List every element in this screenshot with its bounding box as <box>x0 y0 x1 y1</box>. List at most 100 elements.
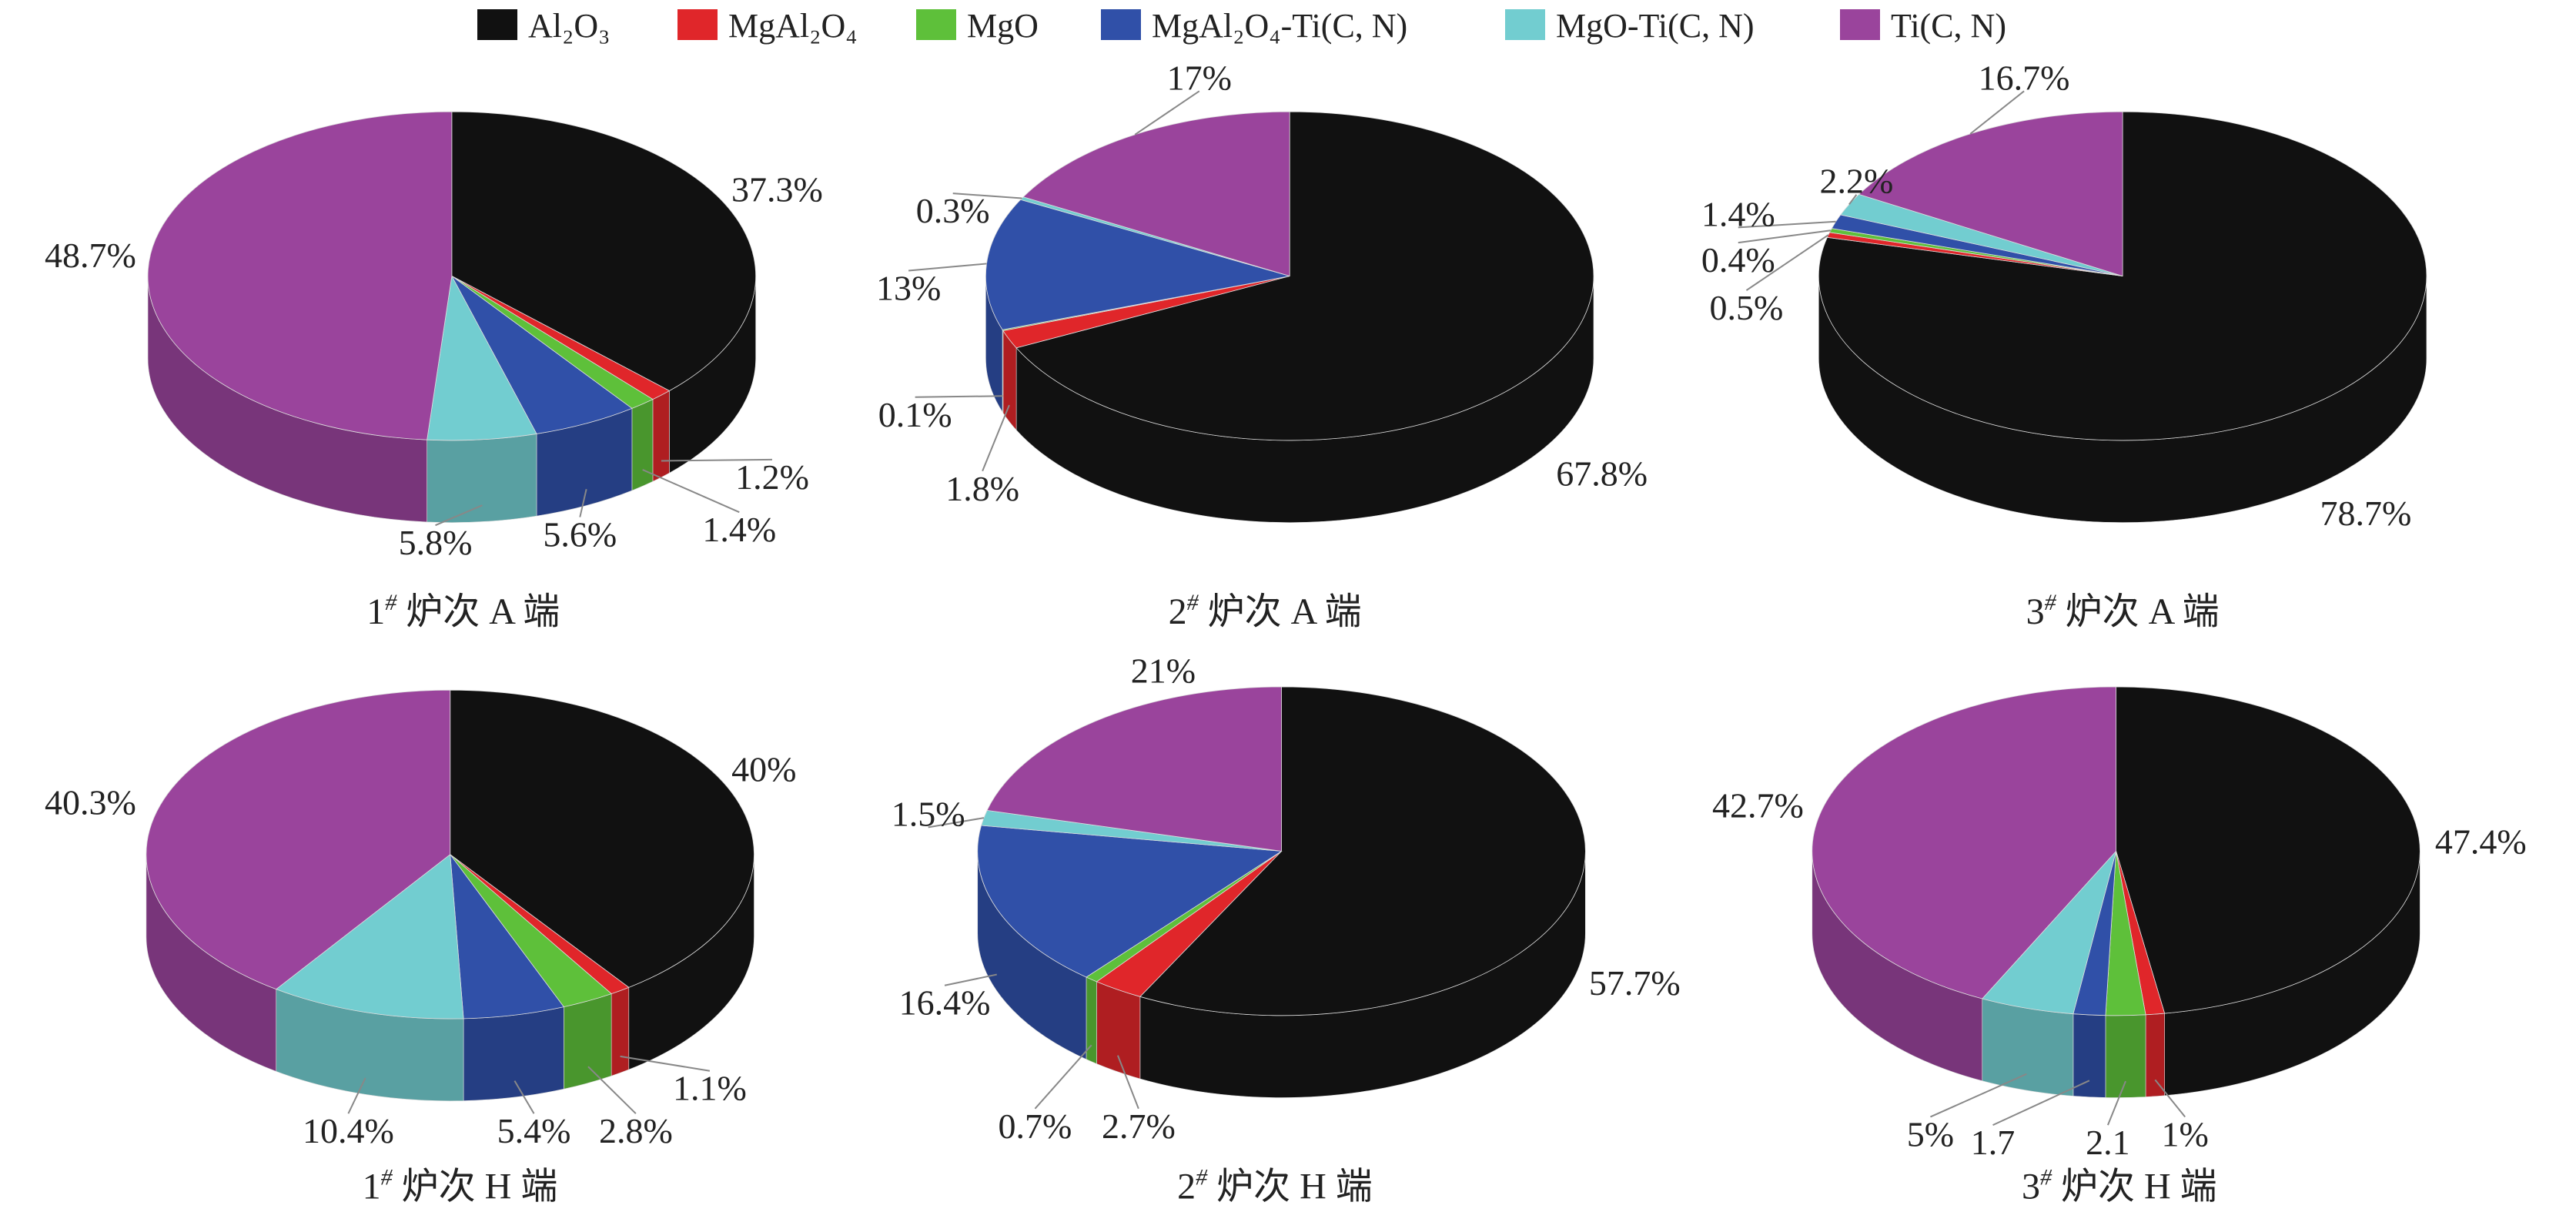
pie-slice <box>1022 111 1290 277</box>
data-label: 17% <box>1167 58 1232 97</box>
pie-slice-side <box>1982 998 2074 1096</box>
legend-label: Ti(C, N) <box>1891 7 2006 45</box>
pie-slice <box>1812 686 2116 999</box>
data-label: 42.7% <box>1712 786 1804 825</box>
pie-chart-3: 78.7% 0.5% 0.4% 1.4% 2.2% 16.7% 3# 炉次 A 端 <box>1701 58 2427 632</box>
leader-line <box>587 1066 637 1114</box>
pie-slice-side <box>611 986 630 1076</box>
pie-chart-4: 40% 1.1%2.8% 5.4% 10.4% 40.3% 1# 炉次 H 端 <box>45 689 796 1207</box>
leader-line <box>435 504 483 527</box>
legend-label: Al₂O₃ <box>528 7 610 45</box>
chart-title: 3# 炉次 H 端 <box>2022 1165 2217 1207</box>
leader-line <box>1930 1073 2027 1118</box>
pie-slice <box>450 689 754 988</box>
leader-line <box>1738 229 1832 244</box>
pie-slice <box>450 853 565 1019</box>
pie-slice <box>451 111 756 391</box>
pie-slice <box>986 686 1282 852</box>
chart-title: 2# 炉次 H 端 <box>1177 1165 1373 1207</box>
pie-slice <box>1015 111 1594 441</box>
data-label: 40% <box>731 750 796 789</box>
leader-line <box>620 1055 711 1072</box>
legend-swatch <box>1505 9 1545 40</box>
leader-line <box>1134 90 1200 136</box>
leader-line <box>347 1077 366 1114</box>
legend-swatch <box>677 9 718 40</box>
legend-swatch <box>477 9 517 40</box>
leader-line <box>982 404 1010 472</box>
legend-label: MgO <box>967 7 1039 45</box>
data-label: 5.8% <box>399 523 473 562</box>
chart-title: 1# 炉次 H 端 <box>363 1165 558 1207</box>
legend-swatch <box>1101 9 1141 40</box>
pie-slice <box>977 825 1283 978</box>
chart-title: 1# 炉次 A 端 <box>366 590 560 632</box>
data-label: 13% <box>876 268 941 307</box>
data-label: 5.4% <box>497 1111 571 1150</box>
data-label: 67.8% <box>1556 454 1648 494</box>
leader-line <box>1969 90 2025 135</box>
leader-line <box>928 817 985 829</box>
pie-slice-side <box>1096 981 1141 1080</box>
pie-slice <box>985 199 1290 330</box>
pie-slice-side <box>463 1006 564 1101</box>
pie-slice <box>2116 686 2420 1014</box>
data-label: 1.4% <box>702 510 776 549</box>
data-label: 1.7 <box>1971 1123 2016 1162</box>
pie-slice <box>147 111 453 440</box>
data-label: 47.4% <box>2435 822 2527 862</box>
pie-chart-2: 67.8% 1.8% 0.1% 13% 0.3% 17% 2# 炉次 A 端 <box>876 58 1648 632</box>
leader-line <box>1992 1080 2090 1127</box>
data-label: 0.1% <box>878 395 952 434</box>
leader-line <box>908 263 987 272</box>
data-label: 5.6% <box>543 515 617 554</box>
legend-item: MgAl₂O₄-Ti(C, N) <box>1101 7 1407 45</box>
legend-item: MgO-Ti(C, N) <box>1505 7 1755 45</box>
leader-line <box>1745 234 1829 291</box>
data-label: 2.1 <box>2086 1123 2130 1162</box>
chart-title: 3# 炉次 A 端 <box>2026 590 2220 632</box>
leader-line <box>952 193 1022 199</box>
legend-label: MgAl₂O₄-Ti(C, N) <box>1152 7 1407 45</box>
charts: 37.3% 1.2% 1.4% 5.6% 5.8% 48.7% 1# 炉次 A 端 67.8%… <box>45 58 2527 1207</box>
data-label: 10.4% <box>303 1111 394 1150</box>
data-label: 1.8% <box>945 469 1019 508</box>
pie-slice <box>1139 686 1586 1016</box>
pie-slice-side <box>2105 1014 2146 1098</box>
data-label: 5% <box>1907 1114 1954 1153</box>
pie-slice-side <box>652 390 670 482</box>
legend-item: Ti(C, N) <box>1840 7 2006 45</box>
legend-swatch <box>916 9 956 40</box>
data-label: 78.7% <box>2320 494 2412 533</box>
data-label: 0.5% <box>1710 288 1784 327</box>
data-label: 48.7% <box>45 236 136 275</box>
data-label: 40.3% <box>45 782 136 822</box>
legend-label: MgAl₂O₄ <box>728 7 858 45</box>
legend: Al₂O₃ MgAl₂O₄ MgO MgAl₂O₄-Ti(C, N) MgO-Ti(C,… <box>477 7 2006 45</box>
chart-title: 2# 炉次 A 端 <box>1169 590 1362 632</box>
leader-line <box>2154 1079 2186 1118</box>
pie-slice <box>427 275 537 441</box>
pie-slice-side <box>564 993 612 1090</box>
pie-slice-side <box>427 434 537 523</box>
pie-chart-6: 47.4% 1% 2.1 1.7 5% 42.7% 3# 炉次 H 端 <box>1712 686 2527 1207</box>
data-label: 1.4% <box>1701 194 1775 233</box>
leader-line <box>661 458 772 462</box>
pie-slice <box>451 276 633 434</box>
legend-item: Al₂O₃ <box>477 7 610 45</box>
data-label: 37.3% <box>731 169 823 209</box>
legend-item: MgO <box>916 7 1039 45</box>
data-label: 0.3% <box>916 191 990 230</box>
data-label: 16.4% <box>899 983 991 1023</box>
data-label: 2.2% <box>1820 162 1894 201</box>
pie-chart-1: 37.3% 1.2% 1.4% 5.6% 5.8% 48.7% 1# 炉次 A 端 <box>45 111 823 632</box>
data-label: 1.1% <box>673 1069 747 1108</box>
pie-slice-side <box>2145 1013 2165 1097</box>
legend-swatch <box>1840 9 1880 40</box>
data-label: 57.7% <box>1589 963 1681 1003</box>
legend-item: MgAl₂O₄ <box>677 7 858 45</box>
leader-line <box>579 488 587 517</box>
leader-line <box>514 1080 535 1114</box>
leader-line <box>944 973 997 986</box>
